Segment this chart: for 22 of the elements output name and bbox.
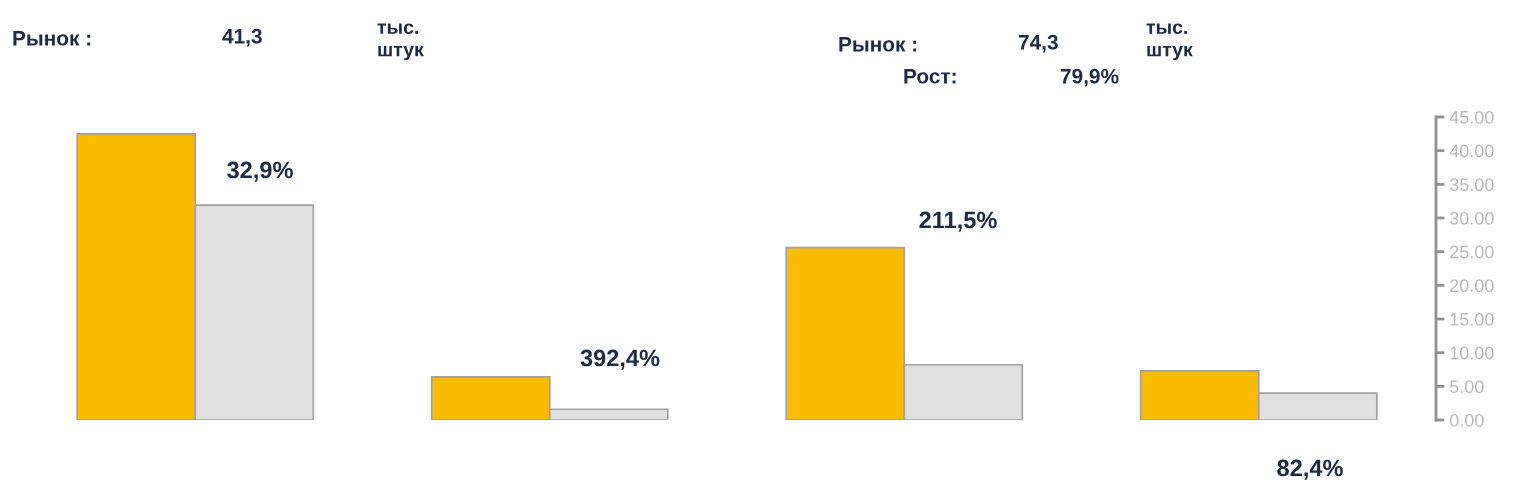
text: 79,9% <box>1060 68 1119 87</box>
y-tick-label: 45.00 <box>1449 110 1494 124</box>
y-tick-label: 20.00 <box>1450 279 1494 293</box>
text: 82,4% <box>1277 459 1343 480</box>
annotation: 392,4% <box>580 349 660 370</box>
annotation: 32,9% <box>227 161 293 182</box>
y-tick-label: 10.00 <box>1450 346 1494 360</box>
y-tick-label: 30.00 <box>1449 211 1494 225</box>
annotation: 211,5% <box>919 211 997 232</box>
y-tick-label: 0.00 <box>1449 413 1484 427</box>
y-tick-label: 25.00 <box>1450 245 1494 259</box>
text: тыс. штук <box>1146 23 1193 61</box>
y-tick-label: 35.00 <box>1449 178 1494 192</box>
text: Рынок : <box>839 37 917 52</box>
y-tick-label: 5.00 <box>1449 380 1484 394</box>
y-tick-label: 40.00 <box>1449 144 1494 158</box>
text: Рынок : <box>13 31 91 46</box>
y-tick-label: 15.00 <box>1450 312 1494 326</box>
text: тыс. штук <box>377 23 424 61</box>
text: 74,3 <box>1018 34 1058 53</box>
text: 41,3 <box>222 28 262 47</box>
text: Рост: <box>904 69 956 84</box>
